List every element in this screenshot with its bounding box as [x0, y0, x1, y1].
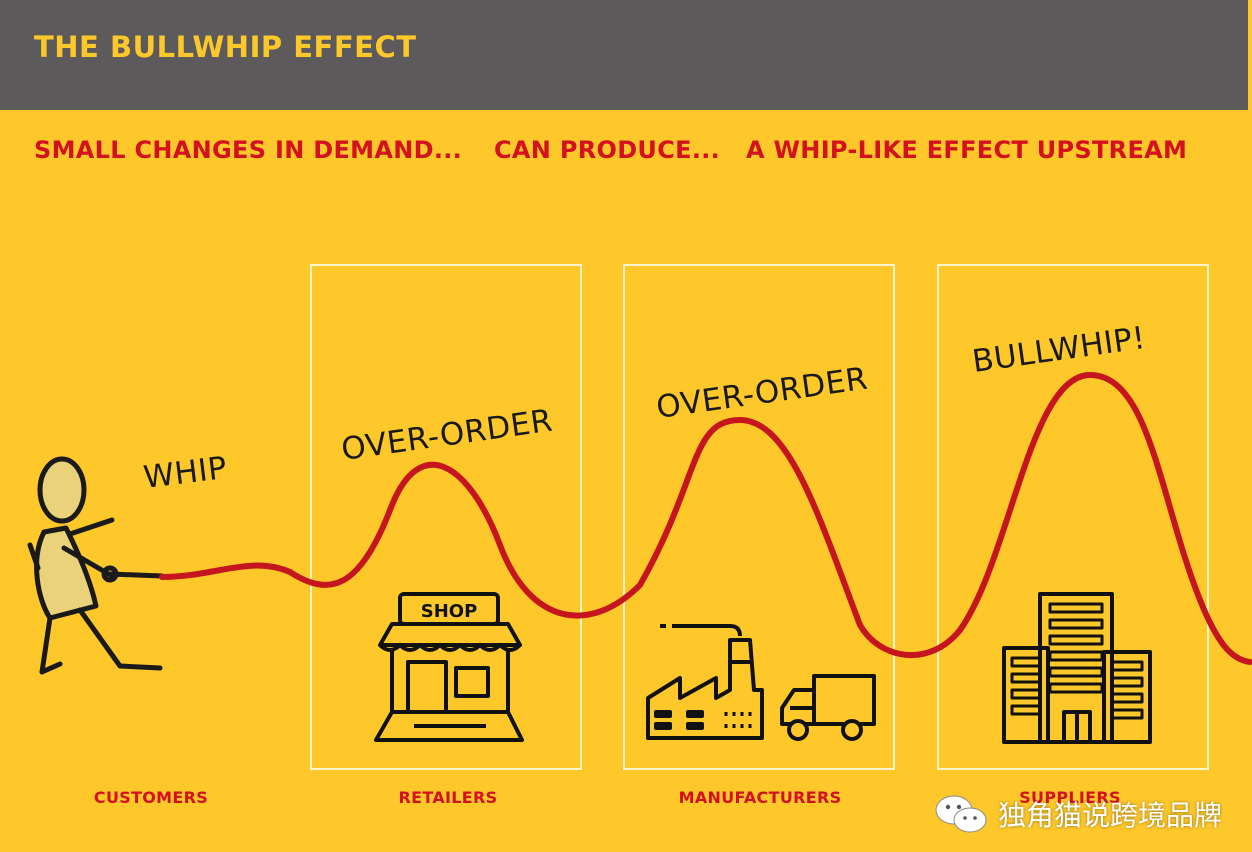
- whip-curve: [159, 371, 1252, 665]
- subtitle-upstream: A WHIP-LIKE EFFECT UPSTREAM: [746, 136, 1188, 164]
- subtitle-demand: SMALL CHANGES IN DEMAND...: [34, 136, 463, 164]
- factory-icon: [646, 624, 764, 740]
- subtitle-produce: CAN PRODUCE...: [494, 136, 721, 164]
- page-title: THE BULLWHIP EFFECT: [34, 30, 417, 64]
- over-order-annotation-retail: OVER-ORDER: [339, 403, 555, 468]
- watermark-text: 独角猫说跨境品牌: [998, 799, 1223, 832]
- retailers-box: [310, 264, 582, 770]
- manufacturers-box: [623, 264, 895, 770]
- watermark: 独角猫说跨境品牌: [932, 792, 1222, 836]
- office-building-icon: [1002, 592, 1152, 744]
- stick-figure-icon: [27, 456, 165, 675]
- over-order-annotation-manufacturer: OVER-ORDER: [654, 361, 870, 426]
- bullwhip-annotation: BULLWHIP!: [970, 320, 1148, 380]
- shop-icon: SHOP: [374, 592, 524, 742]
- whip-annotation: WHIP: [142, 450, 230, 496]
- wechat-icon: [935, 795, 987, 833]
- stage-label-customers: CUSTOMERS: [93, 788, 209, 807]
- stage-label-retailers: RETAILERS: [398, 788, 498, 807]
- truck-icon: [780, 674, 876, 741]
- stage-label-manufacturers: MANUFACTURERS: [678, 788, 842, 807]
- header-bar: THE BULLWHIP EFFECT: [0, 0, 1248, 110]
- suppliers-box: [937, 264, 1209, 770]
- stage-label-suppliers: SUPPLIERS: [1019, 788, 1121, 807]
- shop-sign-text: SHOP: [421, 601, 478, 622]
